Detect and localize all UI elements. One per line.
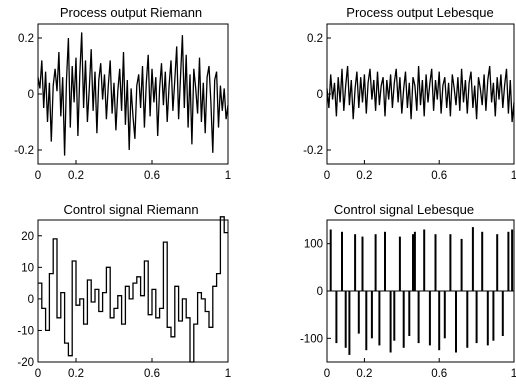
series-step-line (38, 216, 228, 363)
y-tick-label: 0 (28, 294, 34, 306)
x-tick-label: 0.2 (356, 170, 372, 182)
y-tick-label: -0.2 (303, 145, 323, 157)
x-tick-label: 0 (35, 368, 41, 380)
y-tick-label: 0.2 (18, 33, 34, 45)
panel-title: Process output Riemann (60, 5, 202, 20)
panel-title: Control signal Lebesque (334, 202, 474, 217)
y-tick-label: 0 (317, 89, 323, 101)
panel-title: Control signal Riemann (63, 202, 198, 217)
panel-control-signal-riemann: Control signal Riemann 0 0.2 0.6 1 20 10 0 -10 -… (17, 202, 231, 380)
y-tick-label: 100 (304, 239, 323, 251)
x-tick-label: 0.2 (68, 170, 84, 182)
panel-process-output-lebesque: Process output Lebesque 0 0.2 0.6 1 0.2 0 -0.2 (303, 5, 516, 182)
x-tick-label: 0 (35, 170, 41, 182)
x-tick-label: 0.6 (144, 170, 160, 182)
x-tick-label: 0 (324, 170, 330, 182)
y-tick-label: -100 (300, 333, 323, 345)
panel-control-signal-lebesque: Control signal Lebesque 0 0.2 0.6 1 100 0 -100 (300, 202, 516, 380)
y-tick-label: -10 (17, 325, 34, 337)
y-tick-label: 10 (21, 262, 34, 274)
y-tick-label: 0.2 (307, 33, 323, 45)
y-tick-label: 0 (317, 286, 323, 298)
x-tick-label: 0.2 (356, 368, 372, 380)
x-tick-label: 1 (511, 170, 516, 182)
x-tick-label: 1 (511, 368, 516, 380)
x-tick-label: 0.6 (431, 368, 447, 380)
x-tick-label: 0.6 (431, 170, 447, 182)
x-tick-label: 0.2 (68, 368, 84, 380)
x-tick-label: 1 (225, 368, 231, 380)
x-tick-label: 1 (225, 170, 231, 182)
panel-process-output-riemann: Process output Riemann 0 0.2 0.6 1 0.2 0 -0.2 (14, 5, 231, 182)
x-tick-label: 0.6 (144, 368, 160, 380)
y-tick-label: 20 (21, 231, 34, 243)
plot-frame (37, 219, 229, 363)
x-tick-label: 0 (324, 368, 330, 380)
y-tick-label: 0 (28, 89, 34, 101)
panel-title: Process output Lebesque (346, 5, 493, 20)
series-line (37, 32, 229, 156)
y-tick-label: -0.2 (14, 145, 34, 157)
y-tick-label: -20 (17, 357, 34, 369)
series-line (326, 65, 515, 123)
